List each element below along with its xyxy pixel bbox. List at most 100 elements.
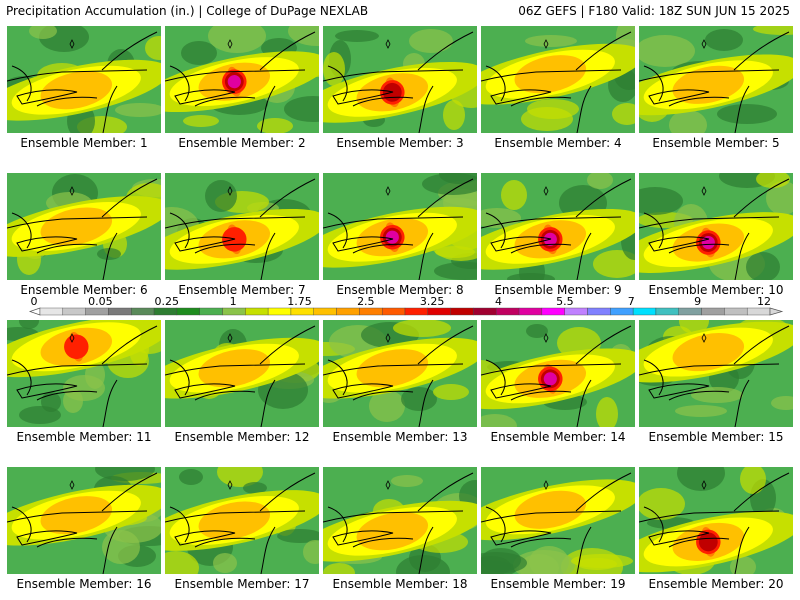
state-borders xyxy=(481,178,632,280)
colorbar-bin xyxy=(381,307,406,316)
precip-band xyxy=(198,349,271,388)
precip-band xyxy=(356,512,429,551)
precip-map-15 xyxy=(639,320,793,427)
city-marker xyxy=(69,186,75,196)
ensemble-member-label: Ensemble Member: 8 xyxy=(336,283,464,297)
state-borders xyxy=(323,31,474,133)
state-borders xyxy=(165,325,316,427)
precipitation-colorbar: 0 0.05 0.25 1 1.75 2.5 3.25 4 5.5 7 9 12 xyxy=(28,295,784,316)
map-panel-member-1 xyxy=(7,26,161,133)
map-panel-member-7 xyxy=(165,173,319,280)
great-lakes-outline xyxy=(643,65,710,105)
ensemble-member-label: Ensemble Member: 12 xyxy=(174,430,310,444)
city-marker xyxy=(543,39,549,49)
state-borders xyxy=(481,472,632,574)
colorbar-right-arrow xyxy=(769,307,784,316)
ensemble-member-label: Ensemble Member: 19 xyxy=(490,577,626,591)
precip-band xyxy=(672,65,745,104)
precip-map-12 xyxy=(165,320,319,427)
precip-band xyxy=(701,235,715,250)
colorbar-tick-label: 7 xyxy=(628,295,635,308)
map-panel-member-5 xyxy=(639,26,793,133)
colorbar-bin xyxy=(473,307,497,316)
precip-map-7 xyxy=(165,173,319,280)
ensemble-member-label: Ensemble Member: 6 xyxy=(20,283,148,297)
map-panel-member-14 xyxy=(481,320,635,427)
precip-map-2 xyxy=(165,26,319,133)
great-lakes-outline xyxy=(485,359,552,399)
colorbar-bin xyxy=(701,307,725,316)
state-borders xyxy=(7,325,158,427)
colorbar-bin xyxy=(746,307,771,316)
colorbar-bin xyxy=(404,307,429,316)
great-lakes-outline xyxy=(643,359,710,399)
great-lakes-outline xyxy=(11,212,78,252)
colorbar-bin xyxy=(176,307,200,316)
colorbar-bin xyxy=(496,307,520,316)
colorbar-tick-label: 9 xyxy=(694,295,701,308)
map-panel-member-6 xyxy=(7,173,161,280)
precip-map-20 xyxy=(639,467,793,574)
ensemble-member-label: Ensemble Member: 13 xyxy=(332,430,468,444)
city-marker xyxy=(701,480,707,490)
great-lakes-outline xyxy=(11,65,78,105)
colorbar-bin xyxy=(108,307,132,316)
colorbar-bin xyxy=(564,307,588,316)
precip-band xyxy=(514,490,587,529)
map-panel-member-17 xyxy=(165,467,319,574)
colorbar-bin xyxy=(245,307,269,316)
precip-band xyxy=(64,334,89,359)
colorbar-bin xyxy=(541,307,565,316)
colorbar-tick-label: 2.5 xyxy=(357,295,375,308)
ensemble-member-label: Ensemble Member: 17 xyxy=(174,577,310,591)
great-lakes-outline xyxy=(643,212,710,252)
map-panel-member-12 xyxy=(165,320,319,427)
precip-band xyxy=(40,496,113,535)
great-lakes-outline xyxy=(485,65,552,105)
precip-map-9 xyxy=(481,173,635,280)
city-marker xyxy=(227,333,233,343)
state-borders xyxy=(165,472,316,574)
ensemble-member-label: Ensemble Member: 5 xyxy=(652,136,780,150)
great-lakes-outline xyxy=(327,65,394,105)
precip-map-10 xyxy=(639,173,793,280)
great-lakes-outline xyxy=(327,506,394,546)
precip-map-13 xyxy=(323,320,477,427)
state-borders xyxy=(323,178,474,280)
ensemble-member-label: Ensemble Member: 7 xyxy=(178,283,306,297)
city-marker xyxy=(543,333,549,343)
colorbar-bin xyxy=(153,307,178,316)
precip-map-16 xyxy=(7,467,161,574)
precip-band xyxy=(227,75,241,89)
precip-map-8 xyxy=(323,173,477,280)
colorbar-bin xyxy=(85,307,109,316)
ensemble-member-label: Ensemble Member: 2 xyxy=(178,136,306,150)
colorbar-bin xyxy=(450,307,474,316)
colorbar-bin xyxy=(610,307,634,316)
city-marker xyxy=(69,39,75,49)
city-marker xyxy=(701,39,707,49)
state-borders xyxy=(165,178,316,280)
colorbar-tick-label: 1 xyxy=(230,295,237,308)
map-panel-member-2 xyxy=(165,26,319,133)
colorbar-bin xyxy=(655,307,679,316)
precip-map-1 xyxy=(7,26,161,133)
colorbar-tick-label: 12 xyxy=(757,295,771,308)
colorbar-tick-label: 5.5 xyxy=(556,295,574,308)
precip-band xyxy=(40,71,113,110)
great-lakes-outline xyxy=(327,359,394,399)
colorbar-bin xyxy=(290,307,314,316)
colorbar-bin xyxy=(336,307,360,316)
chart-title: Precipitation Accumulation (in.) | Colle… xyxy=(6,4,369,18)
city-marker xyxy=(543,480,549,490)
map-panel-member-4 xyxy=(481,26,635,133)
ensemble-member-label: Ensemble Member: 9 xyxy=(494,283,622,297)
map-panel-member-10 xyxy=(639,173,793,280)
great-lakes-outline xyxy=(485,506,552,546)
precip-band xyxy=(514,55,587,94)
colorbar-bin xyxy=(39,307,64,316)
colorbar-tick-label: 0.25 xyxy=(154,295,179,308)
city-marker xyxy=(227,186,233,196)
colorbar-tick-label: 0 xyxy=(31,295,38,308)
precip-band xyxy=(672,333,745,372)
